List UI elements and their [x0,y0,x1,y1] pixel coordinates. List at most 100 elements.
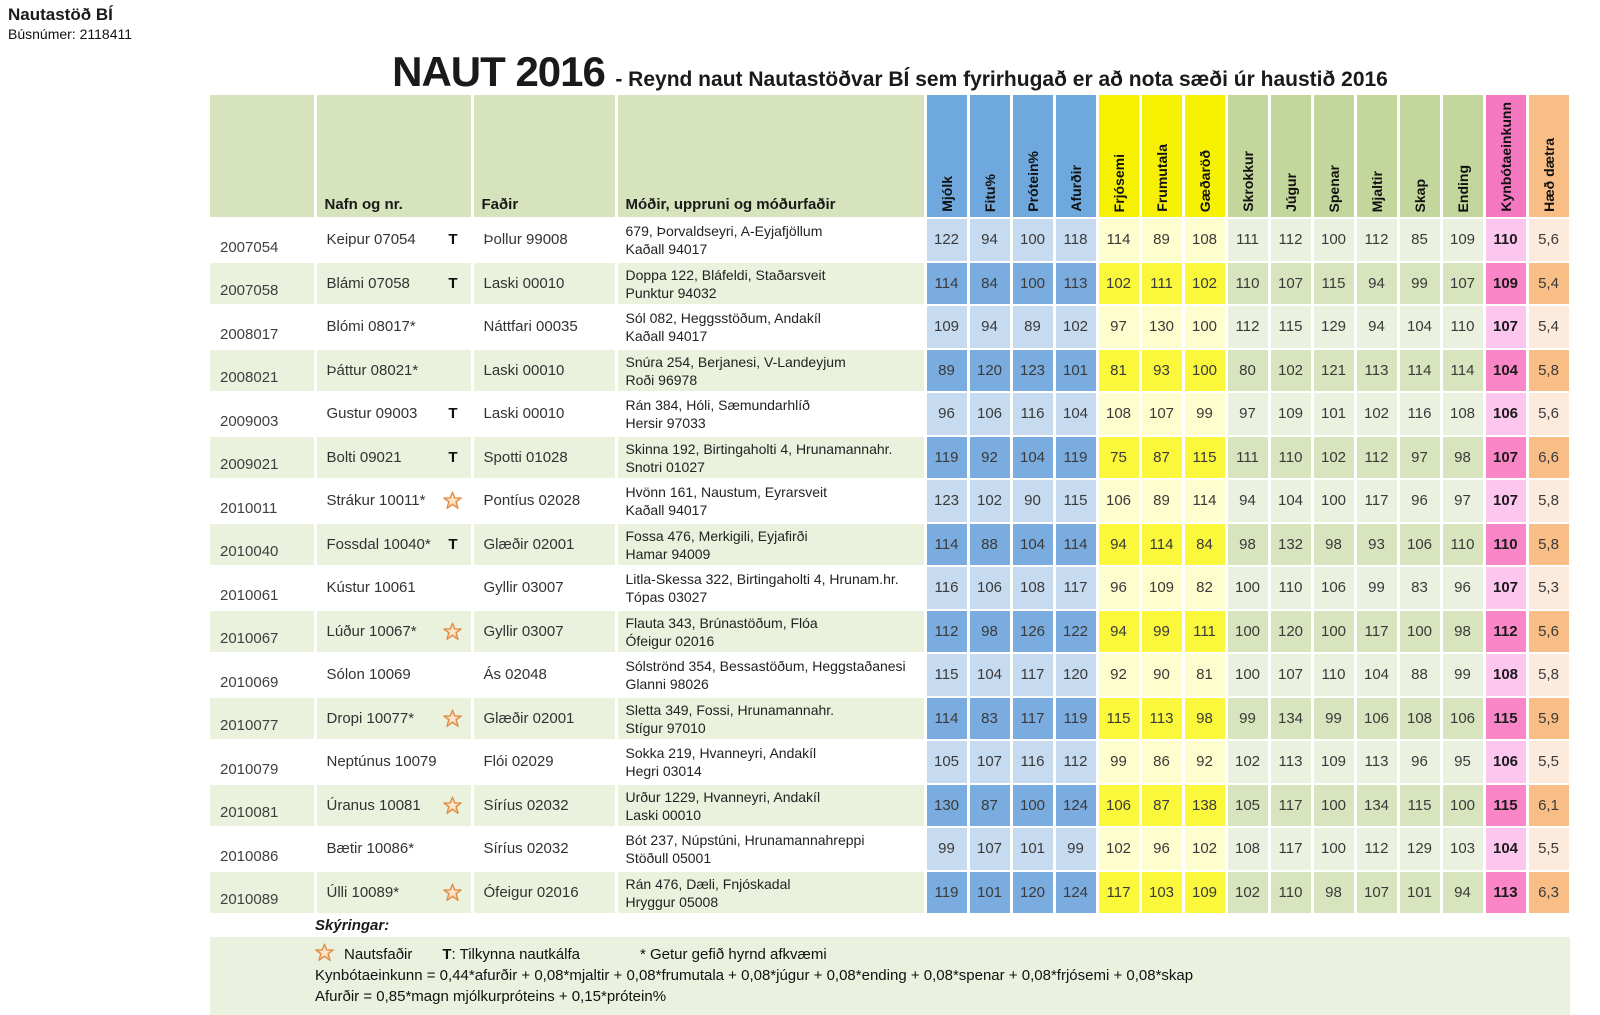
legend-star-slot [315,943,338,966]
value-cell: 104 [1355,653,1400,698]
value-cell: 116 [1011,740,1056,785]
mother-cell: Snúra 254, Berjanesi, V-Landeyjum Roði 96… [616,348,927,393]
mother-cell: Urður 1229, Hvanneyri, Andakíl Laski 0001… [616,783,927,828]
value-cell: 130 [1140,305,1185,350]
value-cell: 5,4 [1527,305,1572,350]
value-cell: 107 [1140,392,1185,437]
bus-number: Búsnúmer: 2118411 [8,26,133,42]
value-cell: 102 [1054,305,1099,350]
value-cell: 117 [1269,827,1314,872]
value-cell: 100 [1312,783,1357,828]
bull-name: Blómi 08017* [326,318,416,336]
mother-origin: Flauta 343, Brúnastöðum, Flóa [625,614,818,631]
bull-id-cell: 2010077 [210,696,317,741]
bull-father-star-icon [442,622,462,640]
value-cell: 124 [1054,870,1099,915]
value-cell: 87 [1140,435,1185,480]
value-cell: 108 [1441,392,1486,437]
value-cell: 6,1 [1527,783,1572,828]
left-column-header: Faðir [472,95,618,219]
father-cell: Náttfari 00035 [472,305,618,350]
value-cell: 95 [1441,740,1486,785]
father-cell: Spotti 01028 [472,435,618,480]
value-cell: 114 [1097,218,1142,263]
value-cell: 98 [1441,435,1486,480]
value-cell: 138 [1183,783,1228,828]
value-cell: 101 [1011,827,1056,872]
value-cell: 121 [1312,348,1357,393]
value-cell: 114 [1441,348,1486,393]
bull-name: Keipur 07054 [326,231,416,249]
mother-cell: Doppa 122, Bláfeldi, Staðarsveit Punktur … [616,261,927,306]
value-cell: 118 [1054,218,1099,263]
value-cell: 100 [1011,783,1056,828]
value-column-header: Hæð dætra [1527,95,1572,219]
value-cell: 99 [925,827,970,872]
value-cell: 109 [925,305,970,350]
value-cell: 102 [1226,870,1271,915]
value-cell: 94 [1355,261,1400,306]
value-cell: 100 [1312,479,1357,524]
father-cell: Glæðir 02001 [472,696,618,741]
report-calf-marker: T [448,274,458,292]
value-cell: 99 [1140,609,1185,654]
value-column-header: Skrokkur [1226,95,1271,219]
value-column-header: Ending [1441,95,1486,219]
bull-id-cell: 2010040 [210,522,317,567]
value-cell: 120 [1269,609,1314,654]
legend-horned: * Getur gefið hyrnd afkvæmi [639,945,827,963]
value-cell: 88 [1398,653,1443,698]
value-cell: 117 [1097,870,1142,915]
value-cell: 111 [1226,435,1271,480]
value-column-header: Fitu% [968,95,1013,219]
value-cell: 89 [1140,479,1185,524]
value-column-header-label: Spenar [1325,164,1342,212]
value-column-header: Mjólk [925,95,970,219]
value-cell: 5,8 [1527,653,1572,698]
value-cell: 105 [925,740,970,785]
mother-cell: Litla-Skessa 322, Birtingaholti 4, Hruna… [616,566,927,611]
table-row: 2010089 Úlli 10089* Ófeigur 02016 Rán 476,… [210,870,1572,915]
mother-sire: Ófeigur 02016 [625,632,715,649]
bull-id-cell: 2010011 [210,479,317,524]
value-cell: 98 [1312,522,1357,567]
father-cell: Síríus 02032 [472,783,618,828]
value-cell: 99 [1398,261,1443,306]
value-column-header: Spenar [1312,95,1357,219]
father-cell: Pontíus 02028 [472,479,618,524]
bull-id-cell: 2010069 [210,653,317,698]
value-cell: 96 [1398,479,1443,524]
value-cell: 92 [1097,653,1142,698]
value-cell: 129 [1398,827,1443,872]
value-cell: 107 [1269,261,1314,306]
value-cell: 106 [1484,740,1529,785]
value-cell: 110 [1269,566,1314,611]
bull-name: Neptúnus 10079 [326,753,437,771]
value-cell: 103 [1441,827,1486,872]
value-cell: 99 [1441,653,1486,698]
value-column-header: Prótein% [1011,95,1056,219]
bull-name-cell: Lúður 10067* [315,609,474,654]
father-cell: Glæðir 02001 [472,522,618,567]
bull-name-cell: Blómi 08017* [315,305,474,350]
value-column-header: Frjósemi [1097,95,1142,219]
father-cell: Síríus 02032 [472,827,618,872]
bull-name-cell: Fossdal 10040* T [315,522,474,567]
value-cell: 92 [1183,740,1228,785]
value-cell: 115 [1183,435,1228,480]
value-cell: 5,4 [1527,261,1572,306]
value-cell: 113 [1140,696,1185,741]
value-cell: 110 [1269,435,1314,480]
value-cell: 87 [1140,783,1185,828]
value-column-header-label: Prótein% [1024,151,1041,212]
value-cell: 97 [1398,435,1443,480]
value-cell: 89 [1140,218,1185,263]
value-cell: 104 [1484,827,1529,872]
bull-table-sheet: Nafn og nr. Faðir Móðir, uppruni og móðurf… [210,95,1572,1015]
value-cell: 115 [1398,783,1443,828]
value-cell: 126 [1011,609,1056,654]
value-cell: 106 [1355,696,1400,741]
bull-father-star-icon [442,883,462,901]
table-row: 2010081 Úranus 10081 Síríus 02032 Urður 12… [210,783,1572,828]
value-cell: 96 [1398,740,1443,785]
